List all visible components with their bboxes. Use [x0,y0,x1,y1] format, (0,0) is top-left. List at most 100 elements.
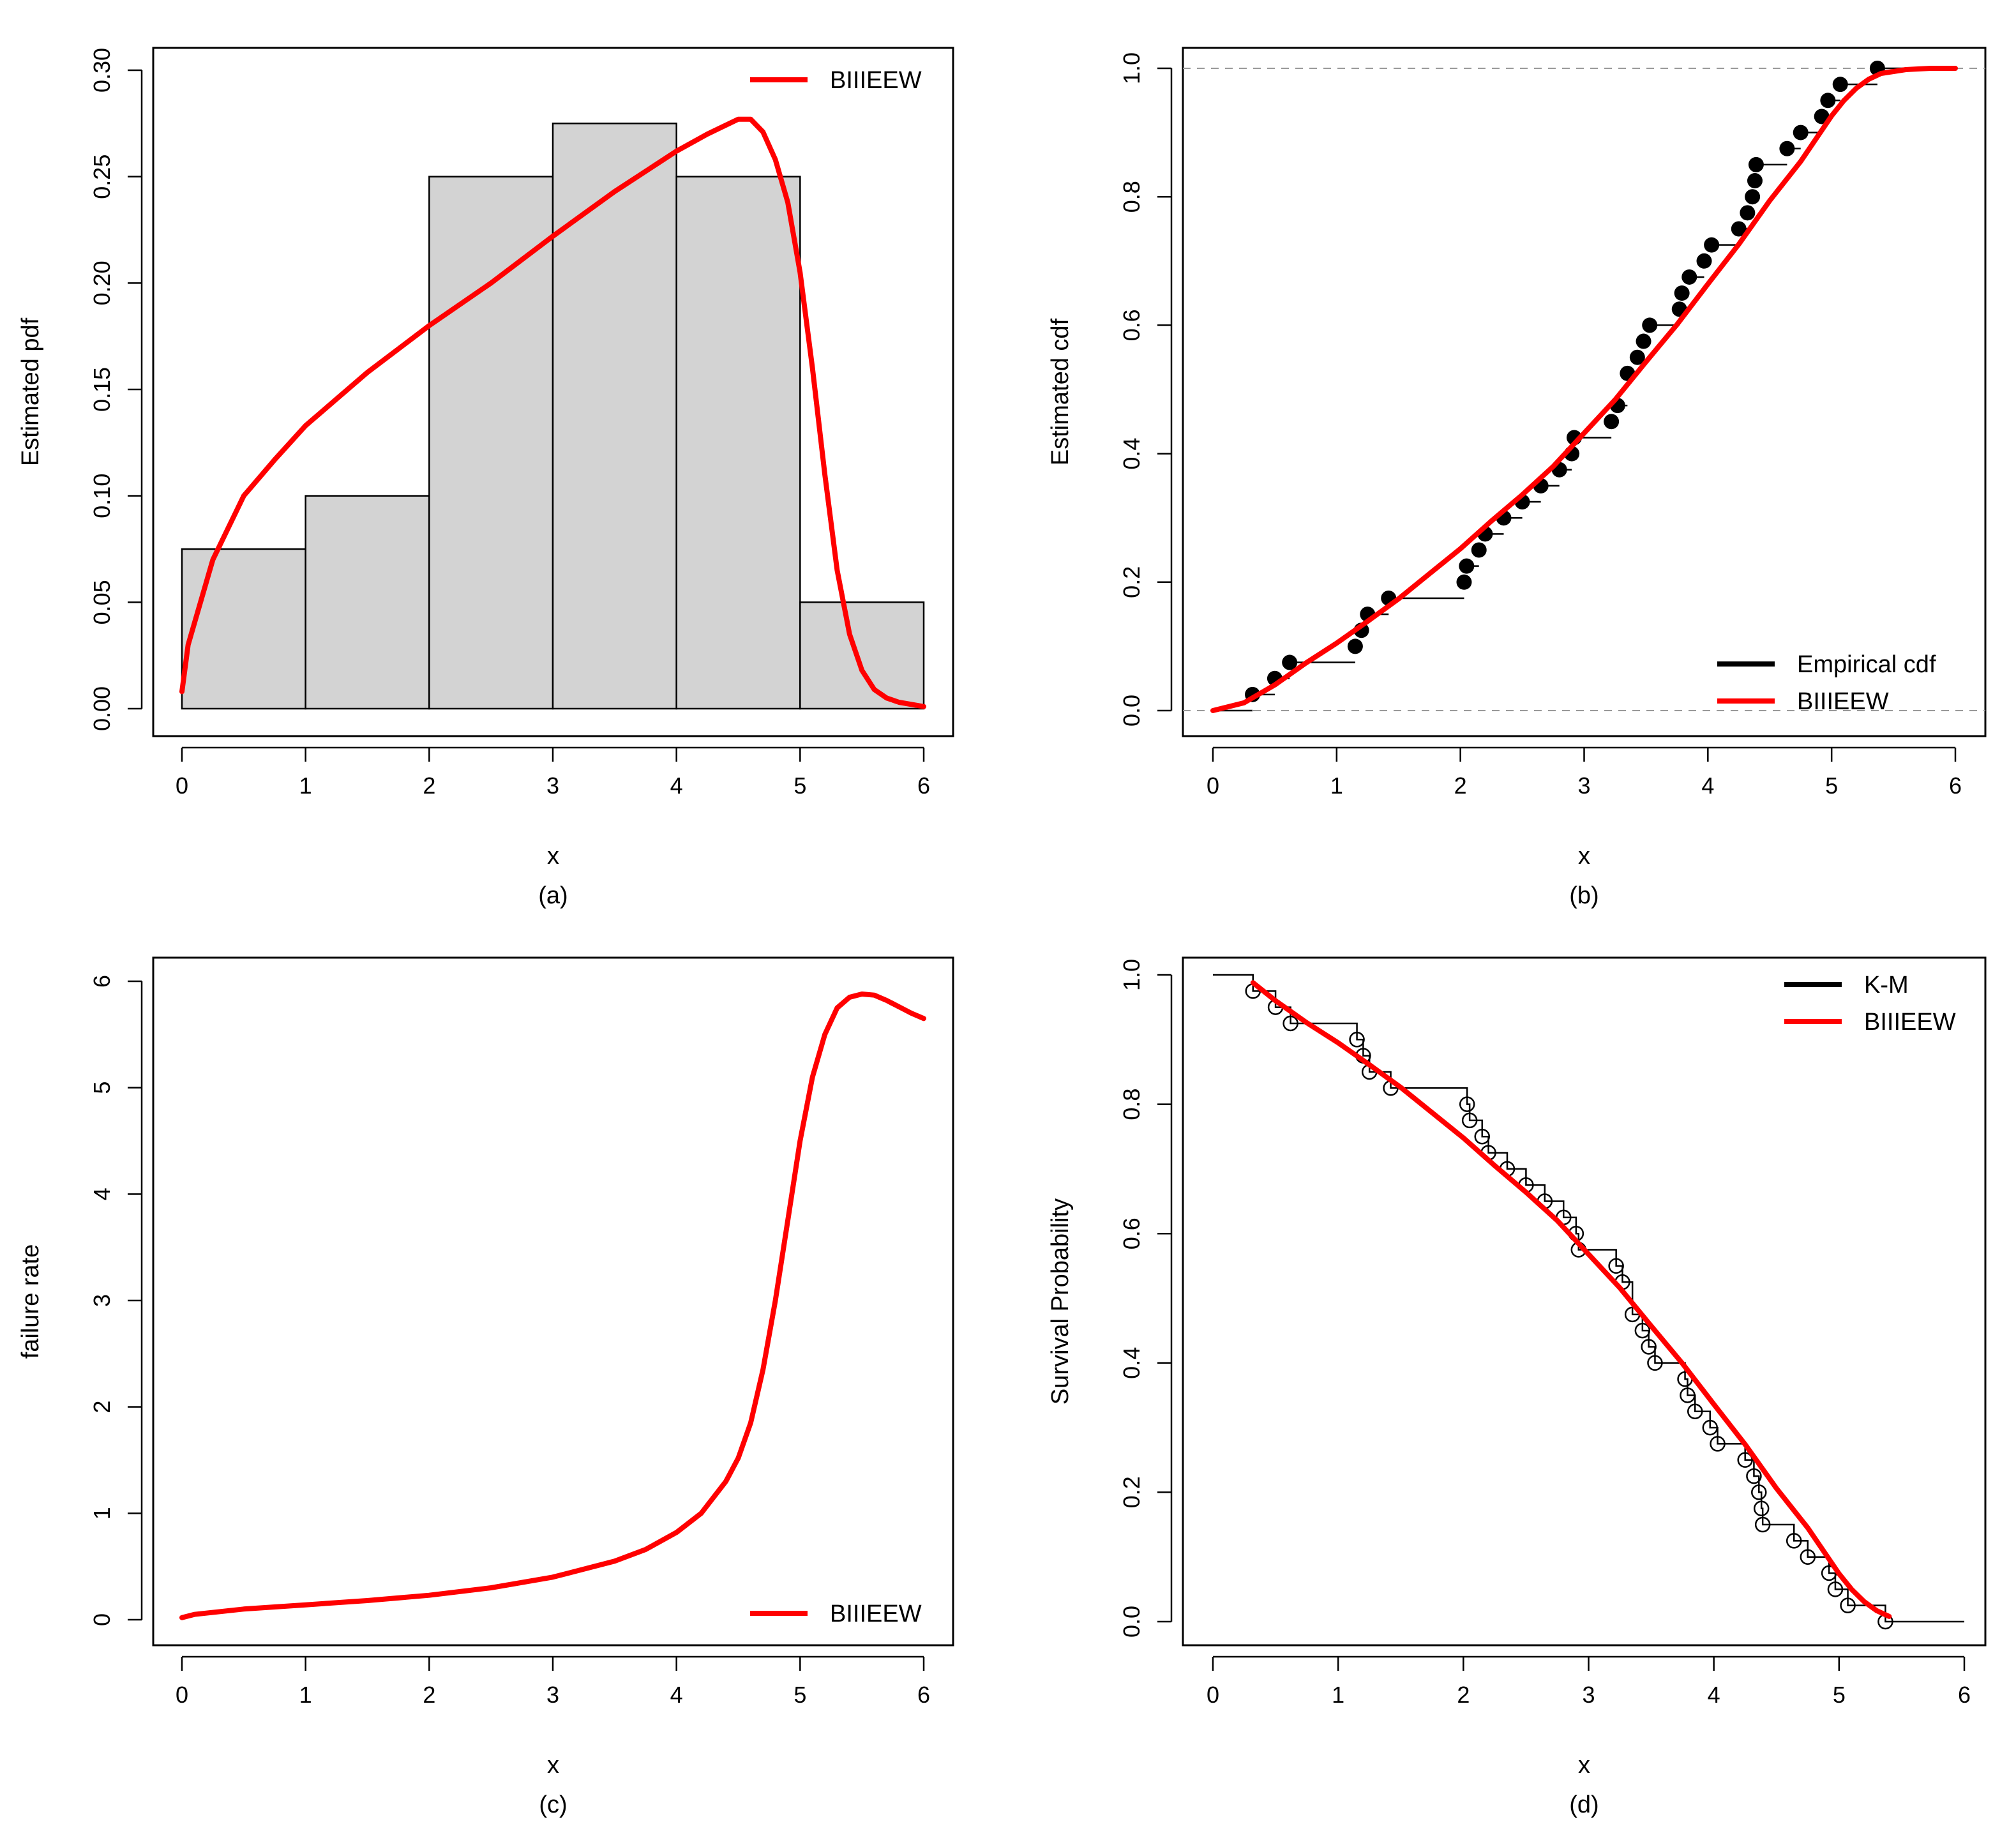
y-tick-label: 0.0 [1118,695,1145,727]
plot-frame [1182,47,1987,737]
legend: BIIIEEW [750,1601,922,1627]
y-tick-label: 0.00 [89,686,115,731]
ecdf-point [1629,349,1645,365]
y-tick-label: 0.0 [1118,1606,1145,1638]
km-point [1827,1581,1844,1597]
x-tick-label: 6 [917,773,930,799]
y-axis: 0 1 2 3 4 5 6 [89,975,143,1626]
km-point [1753,1500,1770,1516]
ecdf-point [1747,173,1763,189]
x-tick-label: 6 [917,1682,930,1708]
y-axis: 0.0 0.2 0.4 0.6 0.8 1.0 [1118,52,1173,727]
x-tick-label: 5 [794,1682,806,1708]
y-tick-label: 0.2 [1118,566,1145,598]
km-point [1461,1112,1478,1129]
x-tick-label: 0 [176,773,188,799]
x-tick-label: 2 [1457,1682,1470,1708]
km-point [1800,1549,1816,1565]
km-point [1687,1403,1703,1420]
km-point [1283,1015,1298,1032]
y-tick-label: 1.0 [1118,52,1145,84]
km-point [1786,1533,1802,1549]
panel-d: 0 1 2 3 4 5 6 0.0 0.2 0.4 0.6 0.8 1.0 x (d) Survival Pr… [1047,956,1987,1818]
x-tick-label: 0 [1207,773,1219,799]
y-axis: 0.0 0.2 0.4 0.6 0.8 1.0 [1118,959,1173,1638]
ecdf-point [1674,285,1690,301]
x-tick-label: 3 [1582,1682,1595,1708]
x-axis-label: x [1578,1752,1590,1779]
y-tick-label: 0.30 [89,48,115,93]
x-axis: 0 1 2 3 4 5 6 [176,746,930,799]
x-tick-label: 1 [299,773,312,799]
panel-caption: (c) [539,1791,567,1818]
ecdf-point [1731,221,1747,237]
km-point [1634,1322,1651,1339]
y-tick-label: 0.8 [1118,181,1145,213]
km-point [1710,1436,1726,1452]
y-tick-label: 0 [89,1613,115,1626]
legend: Empirical cdf BIIIEEW [1717,651,1936,715]
y-tick-label: 0.20 [89,260,115,305]
ecdf-point [1604,414,1620,430]
km-point [1349,1032,1365,1048]
legend-label: Empirical cdf [1797,651,1936,678]
panel-b: 0 1 2 3 4 5 6 0.0 0.2 0.4 0.6 0.8 1.0 x (b) Estimated c… [1047,47,1987,909]
x-tick-label: 2 [423,1682,435,1708]
legend-label: BIIIEEW [1797,688,1889,715]
km-point [1754,1516,1771,1533]
y-tick-label: 0.8 [1118,1089,1145,1120]
x-axis: 0 1 2 3 4 5 6 [1207,1655,1971,1708]
y-axis-label: Survival Probability [1047,1198,1074,1405]
fitted-curve-biiieew [1250,980,1892,1619]
histogram-bar [181,548,306,710]
plot-frame [152,956,954,1647]
ecdf-point [1696,253,1712,269]
x-tick-label: 1 [299,1682,312,1708]
fitted-curve-biiieew [179,991,926,1620]
y-tick-label: 0.10 [89,474,115,518]
histogram-bar [552,123,677,710]
y-tick-label: 5 [89,1082,115,1094]
y-tick-label: 0.6 [1118,1218,1145,1249]
x-tick-label: 5 [1833,1682,1846,1708]
km-point [1702,1419,1719,1436]
legend-label: BIIIEEW [830,1601,922,1627]
x-tick-label: 4 [670,1682,683,1708]
ecdf-point [1347,638,1363,654]
km-point [1680,1387,1696,1403]
km-point [1840,1597,1856,1613]
ecdf-point [1748,156,1764,172]
km-point [1459,1096,1475,1112]
x-tick-label: 5 [1825,773,1838,799]
x-tick-label: 3 [546,1682,559,1708]
panel-caption: (d) [1569,1791,1599,1818]
km-point [1474,1129,1491,1145]
km-step-curve [1213,974,1964,1623]
x-axis-label: x [1578,843,1590,870]
x-axis: 0 1 2 3 4 5 6 [176,1655,930,1708]
ecdf-point [1820,93,1836,109]
y-tick-label: 0.25 [89,155,115,199]
y-tick-label: 0.4 [1118,1347,1145,1379]
x-tick-label: 3 [1577,773,1590,799]
x-axis: 0 1 2 3 4 5 6 [1207,746,1962,799]
x-tick-label: 2 [423,773,435,799]
y-axis-label: Estimated pdf [17,317,44,466]
y-tick-label: 1 [89,1507,115,1519]
legend: K-M BIIIEEW [1784,972,1956,1036]
ecdf-point [1642,317,1658,333]
x-tick-label: 0 [176,1682,188,1708]
x-tick-label: 3 [546,773,559,799]
x-tick-label: 4 [1701,773,1714,799]
x-axis-label: x [547,1752,559,1779]
legend-label: BIIIEEW [1864,1009,1956,1036]
km-point [1751,1484,1767,1500]
ecdf-point [1636,333,1651,349]
ecdf-point [1282,654,1298,670]
panel-caption: (b) [1569,882,1599,909]
km-point [1647,1355,1663,1371]
y-tick-label: 0.4 [1118,438,1145,470]
ecdf-point [1832,77,1848,93]
y-tick-label: 0.15 [89,367,115,412]
x-tick-label: 1 [1330,773,1343,799]
